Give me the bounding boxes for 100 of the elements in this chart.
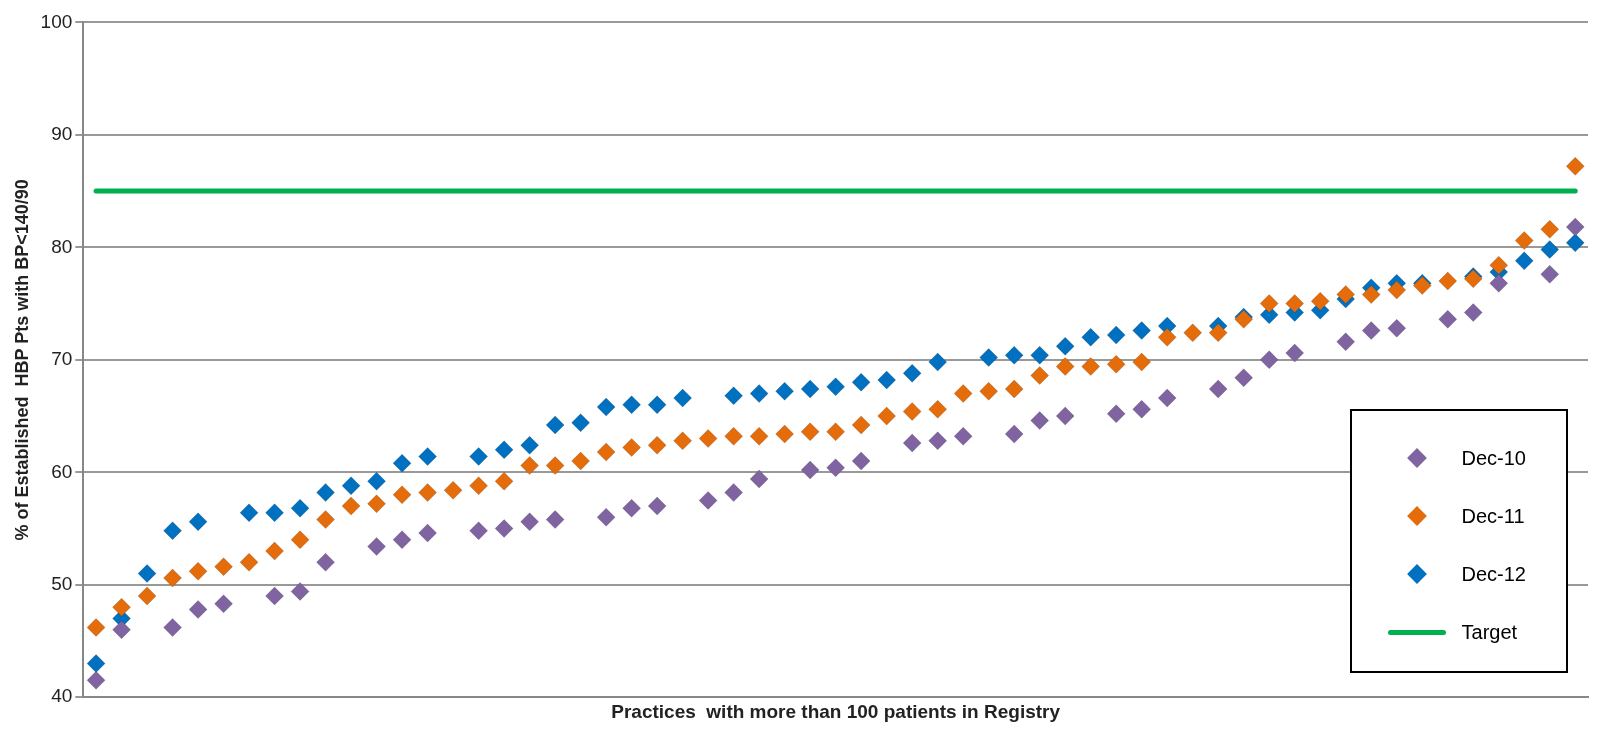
point <box>1004 379 1024 399</box>
point <box>724 386 744 406</box>
point <box>1259 294 1279 314</box>
point <box>1514 251 1534 271</box>
point <box>826 377 846 397</box>
point <box>800 422 820 442</box>
point <box>953 426 973 446</box>
point <box>1208 379 1228 399</box>
point <box>1030 366 1050 386</box>
point <box>520 435 540 455</box>
legend-label: Dec-10 <box>1461 446 1526 470</box>
point <box>112 597 132 617</box>
legend-label: Dec-11 <box>1461 504 1525 528</box>
point <box>622 498 642 518</box>
point <box>673 388 693 408</box>
point <box>1565 217 1585 237</box>
point <box>1081 357 1101 377</box>
point <box>1106 404 1126 424</box>
point <box>1157 327 1177 347</box>
point <box>239 552 259 572</box>
point <box>494 471 514 491</box>
point <box>1106 354 1126 374</box>
point <box>1463 303 1483 323</box>
point <box>188 599 208 619</box>
point <box>163 568 183 588</box>
y-tick-label: 40 <box>51 685 73 707</box>
legend-label: Target <box>1461 620 1518 644</box>
point <box>724 426 744 446</box>
point <box>902 433 922 453</box>
point <box>571 413 591 433</box>
point <box>1387 318 1407 338</box>
point <box>800 379 820 399</box>
point <box>367 471 387 491</box>
point <box>112 620 132 640</box>
point <box>86 653 106 673</box>
point <box>1055 357 1075 377</box>
point <box>265 586 285 606</box>
point <box>188 512 208 532</box>
point <box>418 523 438 543</box>
point <box>1565 233 1585 253</box>
point <box>698 429 718 449</box>
y-tick-label: 90 <box>51 123 73 145</box>
point <box>953 384 973 404</box>
point <box>265 503 285 523</box>
point <box>1489 273 1509 293</box>
point <box>290 530 310 550</box>
point <box>902 363 922 383</box>
point <box>979 348 999 368</box>
point <box>1157 388 1177 408</box>
point <box>647 435 667 455</box>
point <box>1055 336 1075 356</box>
point <box>1285 343 1305 363</box>
point <box>1183 323 1203 343</box>
point <box>596 442 616 462</box>
point <box>214 557 234 577</box>
point <box>1361 285 1381 305</box>
point <box>1259 350 1279 370</box>
point <box>1438 309 1458 329</box>
point <box>1081 327 1101 347</box>
point <box>520 512 540 532</box>
point <box>775 381 795 401</box>
y-tick-label: 80 <box>51 235 73 257</box>
point <box>1489 255 1509 275</box>
point <box>800 460 820 480</box>
point <box>673 431 693 451</box>
point <box>1540 240 1560 260</box>
y-tick-label: 100 <box>40 10 73 32</box>
point <box>1540 219 1560 239</box>
point <box>928 399 948 419</box>
point <box>1361 321 1381 341</box>
point <box>851 415 871 435</box>
point <box>775 424 795 444</box>
point <box>877 406 897 426</box>
point <box>545 456 565 476</box>
point <box>1132 399 1152 419</box>
point <box>749 426 769 446</box>
point <box>928 352 948 372</box>
point <box>1336 332 1356 352</box>
point <box>851 372 871 392</box>
point <box>392 453 412 473</box>
point <box>622 395 642 415</box>
point <box>877 370 897 390</box>
point <box>1030 411 1050 431</box>
point <box>1030 345 1050 365</box>
point <box>749 384 769 404</box>
point <box>163 617 183 637</box>
point <box>1132 352 1152 372</box>
point <box>443 480 463 500</box>
point <box>826 422 846 442</box>
point <box>163 521 183 541</box>
point <box>1004 424 1024 444</box>
point <box>1387 280 1407 300</box>
point <box>290 498 310 518</box>
point <box>724 483 744 503</box>
point <box>647 496 667 516</box>
point <box>596 397 616 417</box>
point <box>316 552 336 572</box>
point <box>137 586 157 606</box>
point <box>596 507 616 527</box>
point <box>469 521 489 541</box>
